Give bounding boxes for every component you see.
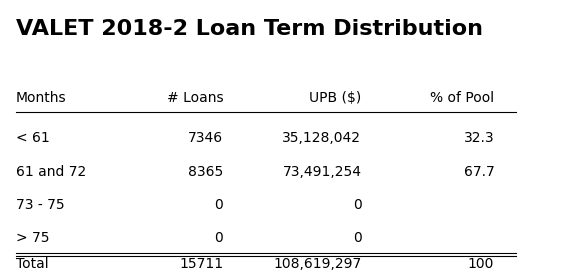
Text: 73 - 75: 73 - 75 [16,198,64,212]
Text: 0: 0 [353,231,361,245]
Text: # Loans: # Loans [166,91,223,105]
Text: 108,619,297: 108,619,297 [273,257,361,271]
Text: % of Pool: % of Pool [430,91,494,105]
Text: Months: Months [16,91,67,105]
Text: VALET 2018-2 Loan Term Distribution: VALET 2018-2 Loan Term Distribution [16,19,483,39]
Text: 73,491,254: 73,491,254 [282,165,361,179]
Text: 32.3: 32.3 [463,132,494,145]
Text: 15711: 15711 [179,257,223,271]
Text: 0: 0 [214,231,223,245]
Text: 0: 0 [214,198,223,212]
Text: 100: 100 [468,257,494,271]
Text: Total: Total [16,257,48,271]
Text: > 75: > 75 [16,231,50,245]
Text: 61 and 72: 61 and 72 [16,165,86,179]
Text: 8365: 8365 [188,165,223,179]
Text: UPB ($): UPB ($) [309,91,361,105]
Text: < 61: < 61 [16,132,50,145]
Text: 0: 0 [353,198,361,212]
Text: 67.7: 67.7 [463,165,494,179]
Text: 35,128,042: 35,128,042 [282,132,361,145]
Text: 7346: 7346 [188,132,223,145]
